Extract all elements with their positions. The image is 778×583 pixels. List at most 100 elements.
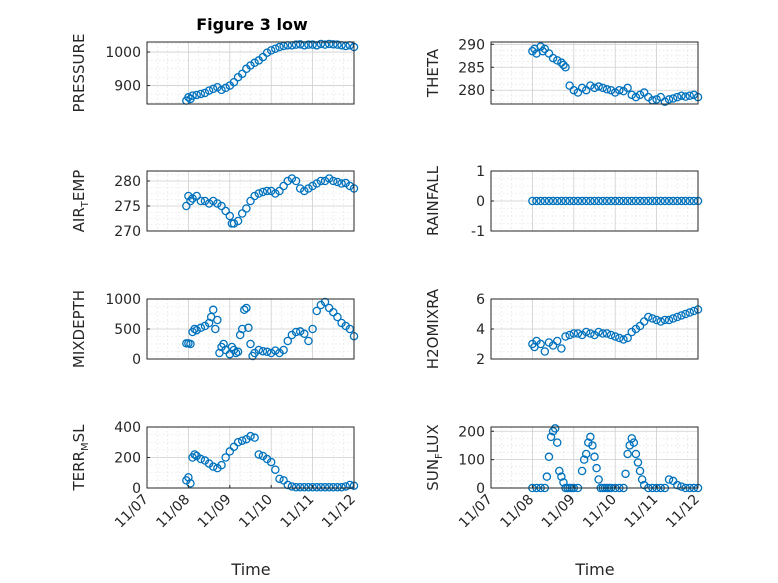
data-point xyxy=(548,196,558,206)
data-point xyxy=(581,196,591,206)
y-tick-label: 280 xyxy=(458,83,485,99)
y-tick-label: 100 xyxy=(458,453,485,469)
y-axis-label: SUNFLUX xyxy=(424,424,445,490)
data-point xyxy=(250,433,259,442)
data-point xyxy=(561,196,570,206)
data-point xyxy=(250,58,259,68)
data-point xyxy=(594,82,603,91)
data-point xyxy=(656,92,665,102)
data-point xyxy=(565,330,574,340)
data-point xyxy=(627,434,637,443)
data-point xyxy=(635,466,645,476)
axes-box xyxy=(146,41,355,105)
data-point xyxy=(660,97,670,106)
data-point xyxy=(279,476,288,485)
data-point xyxy=(271,346,280,355)
series-air-temp xyxy=(182,174,359,228)
y-axis-label: TERRMSL xyxy=(70,424,91,492)
data-point xyxy=(345,181,355,191)
y-tick-label: 500 xyxy=(114,322,141,338)
data-point xyxy=(254,345,264,355)
data-point xyxy=(295,482,305,492)
subplot-h2omixra: 2 4 6 H2OMIXRA xyxy=(424,288,703,369)
data-point xyxy=(308,181,317,191)
data-point xyxy=(275,474,284,484)
data-point xyxy=(673,312,682,322)
data-point xyxy=(200,88,210,98)
data-point xyxy=(333,482,342,492)
data-point xyxy=(664,315,674,325)
data-point xyxy=(329,307,338,317)
x-axis-label-left: Time xyxy=(230,560,270,579)
y-tick-label: 400 xyxy=(114,420,141,436)
data-point xyxy=(221,83,230,93)
data-point xyxy=(552,438,562,447)
data-point xyxy=(606,196,616,206)
data-point xyxy=(324,482,334,492)
data-point xyxy=(316,482,326,492)
data-point xyxy=(275,42,284,52)
data-point xyxy=(320,176,330,186)
y-tick-label: 1000 xyxy=(105,45,141,61)
data-point xyxy=(271,44,280,53)
data-point xyxy=(192,325,201,335)
data-point xyxy=(221,206,230,216)
data-point xyxy=(204,199,214,208)
data-point xyxy=(652,315,661,325)
data-point xyxy=(333,312,342,322)
data-point xyxy=(208,462,218,471)
data-point xyxy=(196,323,206,333)
data-point xyxy=(685,308,694,317)
data-point xyxy=(544,49,554,58)
data-point xyxy=(550,424,560,433)
data-point xyxy=(581,327,591,337)
data-point xyxy=(304,40,313,49)
data-point xyxy=(208,305,218,315)
data-point xyxy=(275,186,284,196)
data-point xyxy=(559,60,568,70)
data-point xyxy=(186,339,195,349)
data-point xyxy=(184,191,193,201)
data-point xyxy=(606,330,616,340)
data-point xyxy=(188,91,197,100)
data-point xyxy=(590,83,599,93)
data-point xyxy=(652,196,661,206)
data-point xyxy=(308,324,317,334)
data-point xyxy=(540,196,550,206)
data-point xyxy=(304,336,313,346)
data-point xyxy=(188,194,197,203)
data-point xyxy=(668,196,678,206)
axes-box xyxy=(490,298,699,360)
data-point xyxy=(648,196,657,206)
data-point xyxy=(182,201,191,211)
data-point xyxy=(528,196,537,206)
data-point xyxy=(590,452,599,462)
data-point xyxy=(546,432,556,442)
data-point xyxy=(592,463,601,473)
data-point xyxy=(677,91,686,100)
data-point xyxy=(196,89,206,99)
data-point xyxy=(644,196,653,206)
y-tick-label: 270 xyxy=(114,224,141,240)
data-point xyxy=(598,329,608,338)
data-point xyxy=(581,449,591,459)
data-point xyxy=(266,457,276,467)
y-tick-label: 200 xyxy=(458,424,485,440)
data-point xyxy=(569,329,579,338)
data-point xyxy=(279,345,288,355)
data-point xyxy=(635,196,645,206)
data-point xyxy=(217,201,226,211)
data-point xyxy=(200,196,210,206)
data-point xyxy=(237,324,247,334)
data-point xyxy=(544,452,554,462)
data-point xyxy=(598,196,608,206)
data-point xyxy=(229,442,239,452)
data-point xyxy=(542,472,552,481)
data-point xyxy=(577,83,587,93)
data-point xyxy=(190,450,199,459)
data-point xyxy=(217,85,226,95)
data-point xyxy=(619,196,628,206)
data-point xyxy=(237,436,247,445)
y-tick-label: 6 xyxy=(476,292,485,308)
y-tick-label: 900 xyxy=(114,79,141,95)
